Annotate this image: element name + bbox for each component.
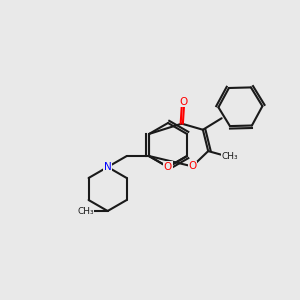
Text: O: O [164, 162, 172, 172]
Text: O: O [188, 161, 196, 171]
Text: N: N [104, 162, 112, 172]
Text: O: O [179, 97, 187, 107]
Text: CH₃: CH₃ [221, 152, 238, 161]
Text: CH₃: CH₃ [77, 206, 94, 215]
